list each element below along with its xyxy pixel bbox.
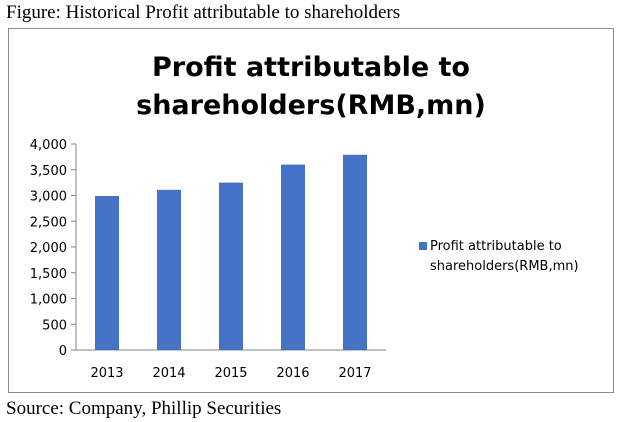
x-tick-label: 2015 xyxy=(214,366,247,381)
bar xyxy=(343,154,367,350)
plot-area: 0 500 1,000 1,500 2,000 2,500 3,000 3,500 4,000 2… xyxy=(30,138,386,381)
y-tick-label: 1,000 xyxy=(30,293,67,308)
x-tick-label: 2017 xyxy=(338,366,371,381)
figure-caption: Figure: Historical Profit attributable t… xyxy=(6,2,401,23)
bar xyxy=(281,164,305,350)
x-tick-label: 2013 xyxy=(90,366,123,381)
y-tick-label: 3,500 xyxy=(30,164,67,179)
bar xyxy=(157,189,181,350)
y-tick-label: 0 xyxy=(59,344,67,359)
y-tick-label: 500 xyxy=(42,318,67,333)
x-tick-label: 2014 xyxy=(152,366,185,381)
y-tick-label: 2,500 xyxy=(30,215,67,230)
figure-source: Source: Company, Phillip Securities xyxy=(6,398,282,419)
y-tick-label: 4,000 xyxy=(30,138,67,153)
legend-swatch xyxy=(419,242,427,250)
y-tick-label: 2,000 xyxy=(30,241,67,256)
bar-chart: Profit attributable to shareholders(RMB,… xyxy=(30,52,579,381)
y-tick-label: 1,500 xyxy=(30,267,67,282)
bar xyxy=(219,182,243,350)
chart-title-line-2: shareholders(RMB,mn) xyxy=(136,90,486,121)
chart-frame: Profit attributable to shareholders(RMB,… xyxy=(8,28,614,393)
legend-label-line-1: Profit attributable to xyxy=(430,239,562,254)
chart-title-line-1: Profit attributable to xyxy=(152,52,470,83)
bar xyxy=(95,196,119,350)
legend: Profit attributable to shareholders(RMB,… xyxy=(419,239,579,274)
legend-label-line-2: shareholders(RMB,mn) xyxy=(430,259,579,274)
x-tick-label: 2016 xyxy=(276,366,309,381)
y-tick-label: 3,000 xyxy=(30,190,67,205)
